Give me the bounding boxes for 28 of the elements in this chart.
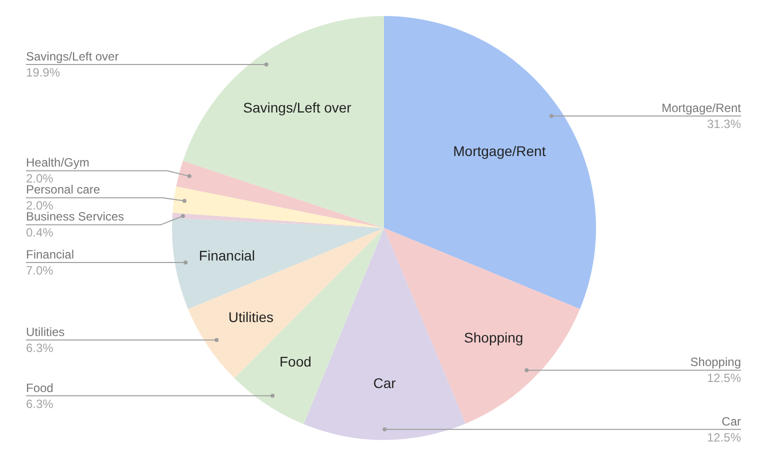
pie-slice [172, 218, 384, 309]
data-label: 7.0% [26, 264, 54, 278]
slice-label: Shopping [464, 329, 524, 346]
slice-label: Utilities [228, 308, 274, 325]
slice-label: Car [722, 414, 741, 428]
pie-slice [176, 160, 384, 228]
data-label: 19.9% [26, 66, 60, 80]
slice-label: Food [26, 380, 54, 395]
slice-label: Savings/Left over [243, 99, 352, 116]
slice-label: Health/Gym [26, 156, 90, 170]
slice-label: Financial [198, 247, 255, 264]
pie-slice [172, 186, 384, 228]
slice-label: Mortgage/Rent [453, 142, 546, 159]
slice-label: Food [279, 353, 312, 370]
slice-label: Car [373, 374, 396, 391]
data-label: 12.5% [706, 430, 742, 444]
slice-label: Financial [26, 248, 74, 262]
data-label: 6.3% [26, 340, 54, 355]
pie-slice [188, 228, 384, 378]
slice-label: Savings/Left over [26, 50, 119, 64]
slice-label: Shopping [690, 355, 741, 370]
data-label: 6.3% [26, 396, 54, 411]
data-label: 0.4% [26, 226, 54, 240]
data-label: 31.3% [706, 117, 742, 132]
pie-slice [384, 16, 596, 309]
slice-label: Mortgage/Rent [662, 101, 742, 116]
slice-label: Utilities [26, 324, 65, 339]
data-label: 12.5% [706, 371, 742, 386]
